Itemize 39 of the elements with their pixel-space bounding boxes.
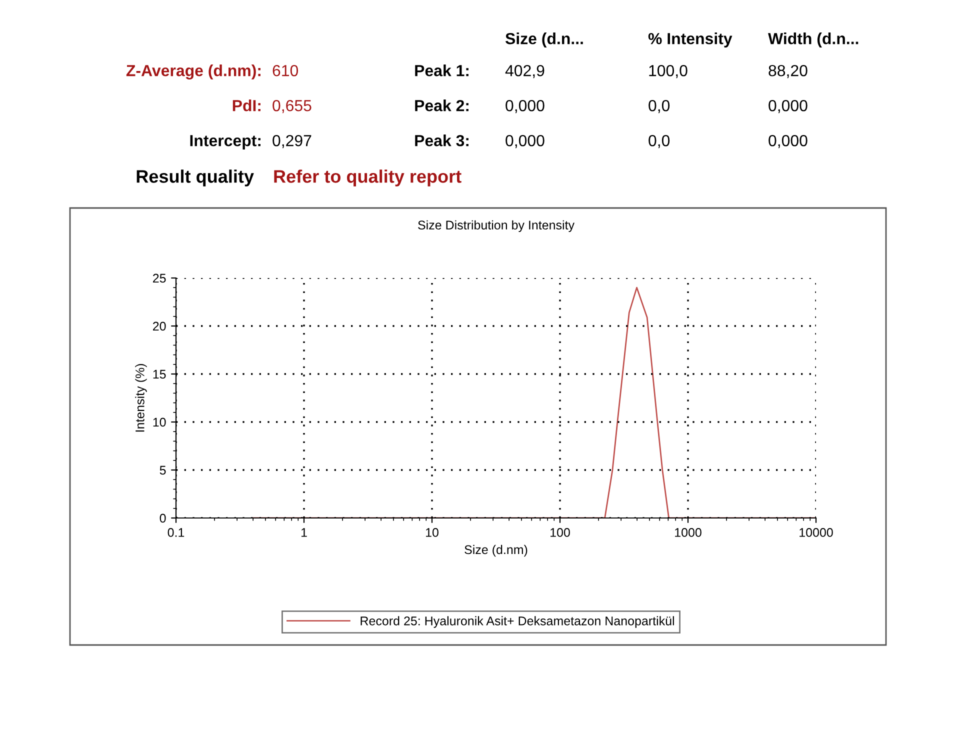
x-tick-label: 1 [301, 528, 307, 537]
text: Width (d.n... [768, 32, 858, 48]
text: 100,0 [649, 64, 688, 78]
text: 0,000 [506, 134, 544, 148]
text: 0,000 [768, 100, 808, 114]
text: 610 [272, 64, 298, 76]
x-tick-label: 100 [550, 528, 570, 537]
y-tick-label: 15 [153, 370, 166, 379]
text: 0,000 [506, 100, 544, 114]
text: % Intensity [648, 32, 732, 48]
y-axis-title: Intensity (%) [135, 364, 147, 432]
text: Peak 1: [415, 64, 468, 76]
y-tick-label: 10 [153, 418, 166, 427]
text: Refer to quality report [274, 170, 462, 186]
y-tick-label: 0 [160, 514, 166, 523]
x-tick-label: 1000 [675, 528, 702, 537]
x-tick-label: 10000 [800, 528, 833, 537]
text: 0,000 [768, 134, 808, 148]
text: 0,655 [272, 100, 312, 114]
x-tick-label: 0.1 [168, 528, 184, 537]
y-tick-label: 25 [153, 274, 166, 283]
text: 88,20 [768, 64, 808, 78]
chart-title: Size Distribution by Intensity [418, 220, 574, 232]
text: 0,0 [648, 100, 670, 114]
text: Result quality [136, 170, 254, 186]
text: Size (d.n... [505, 32, 583, 48]
text: Peak 2: [415, 100, 468, 112]
y-tick-label: 20 [153, 322, 166, 331]
x-axis-title: Size (d.nm) [464, 544, 528, 557]
text: 402,9 [505, 64, 544, 78]
text: 0,0 [648, 134, 670, 148]
text: Z-Average (d.nm): [126, 64, 260, 80]
text: Peak 3: [415, 134, 468, 146]
legend-label: Record 25: Hyaluronik Asit+ Deksametazon Nanopartikül [360, 616, 674, 628]
text: Intercept: [190, 135, 260, 150]
y-tick-label: 5 [160, 466, 166, 475]
text: 0,297 [272, 134, 312, 148]
text: PdI: [232, 100, 260, 112]
x-tick-label: 10 [426, 528, 438, 537]
